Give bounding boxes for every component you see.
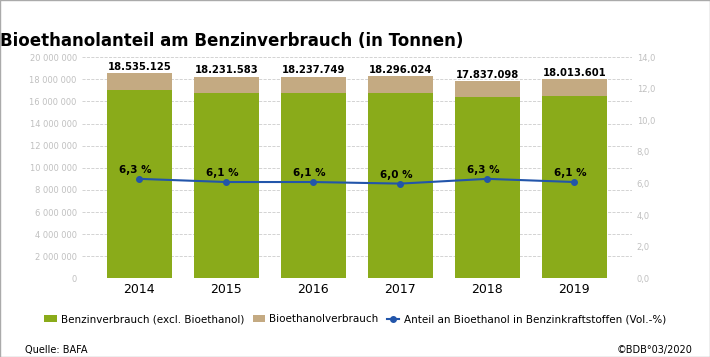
Text: Quelle: BAFA: Quelle: BAFA bbox=[25, 346, 87, 356]
Text: 18.535.125: 18.535.125 bbox=[107, 62, 171, 72]
Bar bbox=[194, 77, 259, 94]
Text: 17.837.098: 17.837.098 bbox=[456, 70, 519, 80]
Bar bbox=[542, 96, 607, 278]
Text: 6,1 %: 6,1 % bbox=[554, 169, 586, 178]
Text: 6,1 %: 6,1 % bbox=[206, 169, 239, 178]
Text: 6,0 %: 6,0 % bbox=[380, 170, 413, 180]
Bar bbox=[106, 90, 172, 278]
Legend: Benzinverbrauch (excl. Bioethanol), Bioethanolverbrauch, Anteil an Bioethanol in: Benzinverbrauch (excl. Bioethanol), Bioe… bbox=[40, 310, 670, 328]
Text: ©BDB°03/2020: ©BDB°03/2020 bbox=[616, 346, 692, 356]
Bar bbox=[368, 93, 433, 278]
Text: 6,3 %: 6,3 % bbox=[119, 165, 151, 175]
Bar bbox=[280, 77, 346, 94]
Bar bbox=[542, 79, 607, 96]
Bar bbox=[280, 94, 346, 278]
Bar bbox=[106, 73, 172, 90]
Bar bbox=[368, 76, 433, 93]
Text: 18.296.024: 18.296.024 bbox=[368, 65, 432, 75]
Bar bbox=[454, 81, 520, 97]
Text: 6,3 %: 6,3 % bbox=[466, 165, 499, 175]
Text: 18.013.601: 18.013.601 bbox=[542, 68, 606, 78]
Text: 18.237.749: 18.237.749 bbox=[282, 65, 345, 75]
Text: Bioethanolanteil am Benzinverbrauch (in Tonnen): Bioethanolanteil am Benzinverbrauch (in … bbox=[0, 32, 464, 50]
Bar bbox=[454, 97, 520, 278]
Text: 18.231.583: 18.231.583 bbox=[195, 65, 258, 75]
Bar bbox=[194, 94, 259, 278]
Text: 6,1 %: 6,1 % bbox=[293, 169, 325, 178]
